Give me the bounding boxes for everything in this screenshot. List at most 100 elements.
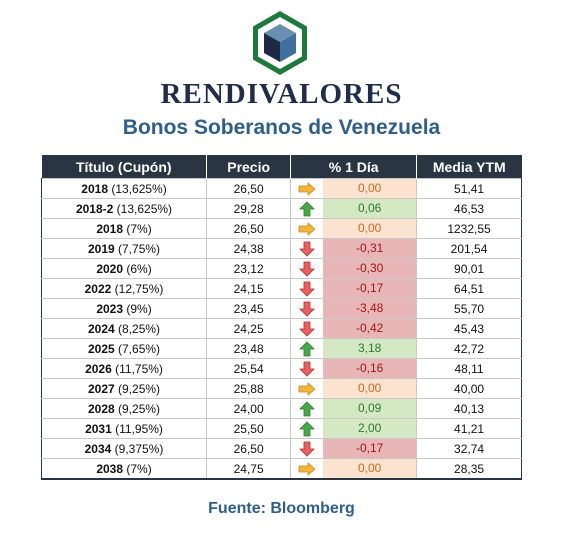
price-cell: 25,54 xyxy=(206,358,292,379)
change-value: -3,48 xyxy=(323,299,417,318)
bond-year: 2018 xyxy=(96,221,124,236)
ytm-cell: 201,54 xyxy=(416,238,522,259)
change-cell: -0,42 xyxy=(290,318,418,339)
change-cell: -3,48 xyxy=(290,298,418,319)
table-row: 2018 (13,625%) 26,50 0,00 51,41 xyxy=(40,178,522,199)
header-change: % 1 Día xyxy=(290,155,418,179)
change-cell: 0,06 xyxy=(290,198,418,219)
bond-title-cell: 2019 (7,75%) xyxy=(40,238,208,259)
bond-title-cell: 2026 (11,75%) xyxy=(40,358,208,379)
bond-coupon: (9,25%) xyxy=(118,381,161,396)
bond-year: 2022 xyxy=(84,281,112,296)
header-price: Precio xyxy=(206,155,292,179)
price-cell: 26,50 xyxy=(206,178,292,199)
bond-coupon: (7%) xyxy=(126,461,152,476)
change-value: 0,00 xyxy=(323,219,417,238)
arrow-down-icon xyxy=(291,259,324,278)
table-row: 2025 (7,65%) 23,48 3,18 42,72 xyxy=(40,338,522,359)
change-value: -0,30 xyxy=(323,259,417,278)
change-value: 0,00 xyxy=(323,179,417,198)
change-cell: -0,31 xyxy=(290,238,418,259)
price-cell: 24,00 xyxy=(206,398,292,419)
bond-title-cell: 2022 (12,75%) xyxy=(40,278,208,299)
bond-year: 2025 xyxy=(87,341,115,356)
change-value: 0,09 xyxy=(323,399,417,418)
ytm-cell: 28,35 xyxy=(416,458,522,480)
table-row: 2028 (9,25%) 24,00 0,09 40,13 xyxy=(40,398,522,419)
bond-year: 2027 xyxy=(87,381,115,396)
table-row: 2022 (12,75%) 24,15 -0,17 64,51 xyxy=(40,278,522,299)
change-value: -0,17 xyxy=(323,279,417,298)
bond-year: 2020 xyxy=(96,261,124,276)
ytm-cell: 45,43 xyxy=(416,318,522,339)
bond-title-cell: 2031 (11,95%) xyxy=(40,418,208,439)
table-row: 2018 (7%) 26,50 0,00 1232,55 xyxy=(40,218,522,239)
arrow-up-icon xyxy=(291,199,324,218)
table-row: 2018-2 (13,625%) 29,28 0,06 46,53 xyxy=(40,198,522,219)
bond-coupon: (11,95%) xyxy=(115,421,163,436)
price-cell: 29,28 xyxy=(206,198,292,219)
bond-coupon: (6%) xyxy=(126,261,152,276)
ytm-cell: 42,72 xyxy=(416,338,522,359)
arrow-up-icon xyxy=(291,339,324,358)
bond-title-cell: 2034 (9,375%) xyxy=(40,438,208,459)
bond-title-cell: 2018 (13,625%) xyxy=(40,178,208,199)
change-value: 0,00 xyxy=(323,459,417,478)
bond-coupon: (12,75%) xyxy=(114,281,164,296)
bond-coupon: (13,625%) xyxy=(116,201,173,216)
table-row: 2024 (8,25%) 24,25 -0,42 45,43 xyxy=(40,318,522,339)
arrow-right-icon xyxy=(291,459,324,478)
arrow-down-icon xyxy=(291,319,324,338)
bond-coupon: (13,625%) xyxy=(111,181,167,196)
bonds-table: Título (Cupón) Precio % 1 Día Media YTM … xyxy=(40,155,522,480)
bond-title-cell: 2020 (6%) xyxy=(40,258,208,279)
price-cell: 24,38 xyxy=(206,238,292,259)
price-cell: 24,25 xyxy=(206,318,292,339)
price-cell: 24,15 xyxy=(206,278,292,299)
page-subtitle: Bonos Soberanos de Venezuela xyxy=(122,116,441,139)
bond-year: 2031 xyxy=(85,421,112,436)
price-cell: 25,50 xyxy=(206,418,292,439)
arrow-up-icon xyxy=(291,399,324,418)
table-row: 2023 (9%) 23,45 -3,48 55,70 xyxy=(40,298,522,319)
change-value: 0,06 xyxy=(323,199,417,218)
ytm-cell: 41,21 xyxy=(416,418,522,439)
rendivalores-logo xyxy=(251,10,309,76)
bond-title-cell: 2027 (9,25%) xyxy=(40,378,208,399)
table-row: 2026 (11,75%) 25,54 -0,16 48,11 xyxy=(40,358,522,379)
ytm-cell: 64,51 xyxy=(416,278,522,299)
change-cell: 0,00 xyxy=(290,458,418,480)
price-cell: 25,88 xyxy=(206,378,292,399)
change-cell: 0,09 xyxy=(290,398,418,419)
bond-title-cell: 2025 (7,65%) xyxy=(40,338,208,359)
table-body: 2018 (13,625%) 26,50 0,00 51,41 2018-2 (13,6… xyxy=(40,178,522,480)
arrow-down-icon xyxy=(291,279,324,298)
bond-coupon: (9,375%) xyxy=(114,441,164,456)
bond-coupon: (11,75%) xyxy=(115,361,163,376)
bond-title-cell: 2023 (9%) xyxy=(40,298,208,319)
bond-year: 2019 xyxy=(87,241,115,256)
arrow-right-icon xyxy=(291,179,324,198)
bond-coupon: (7%) xyxy=(126,221,152,236)
price-cell: 26,50 xyxy=(206,438,292,459)
arrow-down-icon xyxy=(291,439,324,458)
cube-hexagon-icon xyxy=(253,11,307,75)
header-ytm: Media YTM xyxy=(416,155,522,179)
change-cell: 0,00 xyxy=(290,378,418,399)
ytm-cell: 46,53 xyxy=(416,198,522,219)
bond-year: 2024 xyxy=(87,321,115,336)
price-cell: 23,48 xyxy=(206,338,292,359)
arrow-down-icon xyxy=(291,239,324,258)
source-note: Fuente: Bloomberg xyxy=(208,500,355,517)
table-row: 2034 (9,375%) 26,50 -0,17 32,74 xyxy=(40,438,522,459)
change-value: 2,00 xyxy=(323,419,417,438)
ytm-cell: 90,01 xyxy=(416,258,522,279)
bond-year: 2034 xyxy=(84,441,112,456)
change-cell: 2,00 xyxy=(290,418,418,439)
bond-coupon: (7,65%) xyxy=(118,341,161,356)
ytm-cell: 51,41 xyxy=(416,178,522,199)
arrow-down-icon xyxy=(291,359,324,378)
change-cell: 3,18 xyxy=(290,338,418,359)
change-cell: 0,00 xyxy=(290,178,418,199)
table-header-row: Título (Cupón) Precio % 1 Día Media YTM xyxy=(41,155,522,179)
